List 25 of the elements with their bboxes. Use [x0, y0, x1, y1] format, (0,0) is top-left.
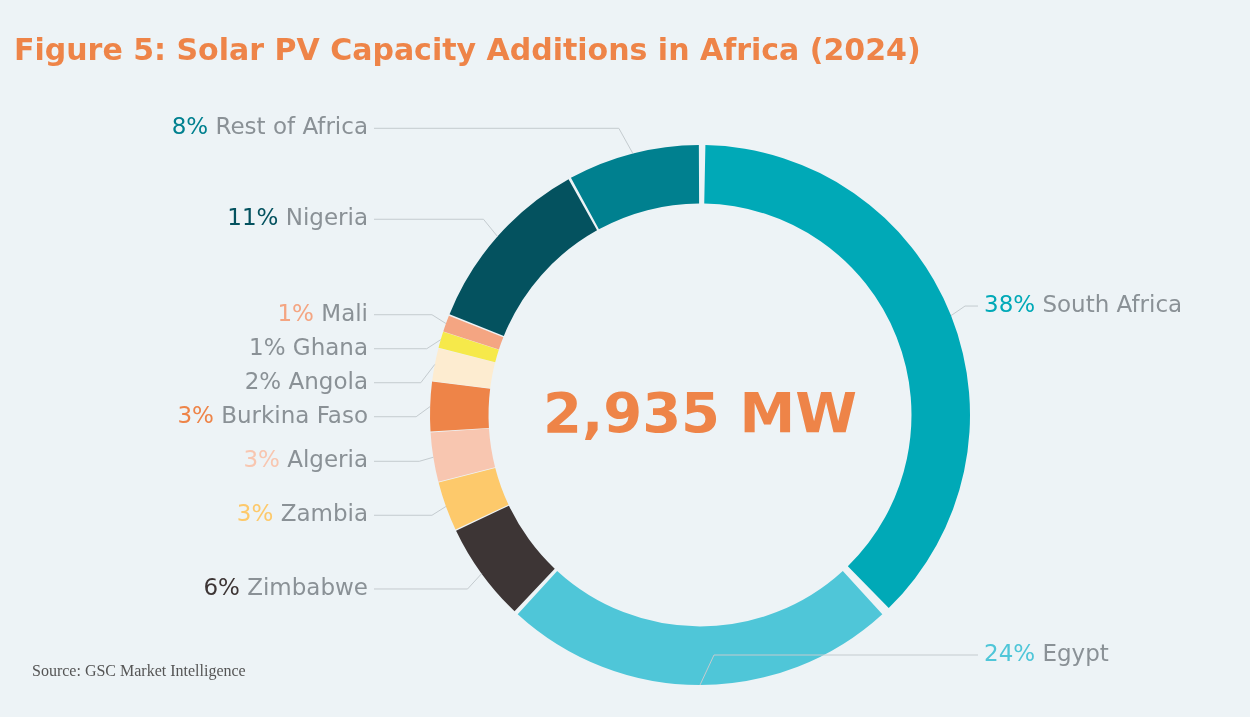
- data-label: 3%: [177, 401, 222, 428]
- slice-label: Nigeria: [285, 204, 369, 231]
- data-label: 1%: [277, 299, 322, 326]
- data-label: 38%: [984, 291, 1043, 317]
- text: 2,935 MW: [542, 379, 858, 445]
- data-label: 24%: [984, 639, 1043, 666]
- slice-label: South Africa: [1042, 291, 1183, 317]
- data-label: 8%: [171, 113, 216, 140]
- data-label: 3%: [243, 446, 288, 473]
- slice-label: Zimbabwe: [247, 573, 369, 600]
- data-label: 1%: [249, 333, 293, 360]
- data-label: 2%: [244, 367, 289, 394]
- data-label: 11%: [227, 204, 286, 231]
- slice-label: Egypt: [1042, 639, 1109, 666]
- data-label: 3%: [236, 500, 281, 527]
- slice-label: Burkina Faso: [221, 401, 369, 428]
- slice-label: Algeria: [287, 446, 369, 473]
- slice-label: Rest of Africa: [215, 113, 369, 140]
- data-label: 6%: [203, 573, 248, 600]
- slice-label: Mali: [321, 299, 368, 326]
- slice-label: Ghana: [292, 333, 369, 360]
- chart-title: Figure 5: Solar PV Capacity Additions in Africa (2024): [14, 32, 921, 67]
- slice-label: Angola: [288, 367, 368, 394]
- source-note: Source: GSC Market Intelligence: [32, 662, 246, 680]
- slice-label: Zambia: [280, 500, 368, 527]
